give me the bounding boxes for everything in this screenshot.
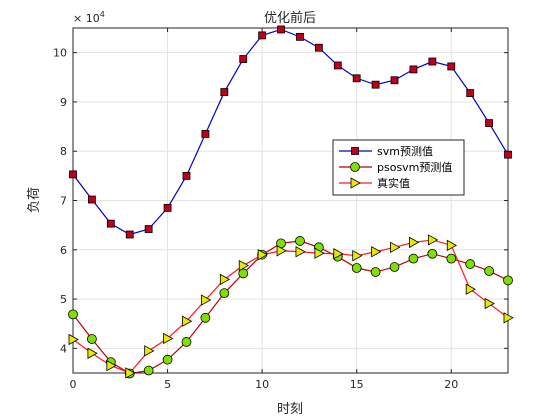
series-layer — [68, 25, 514, 379]
data-point-real — [484, 297, 495, 310]
data-point-real — [465, 283, 476, 295]
legend: svm预测值 psosvm预测值 真实值 — [332, 139, 465, 196]
data-point-svm — [258, 31, 267, 40]
legend-marker-psosvm — [350, 162, 360, 172]
data-point-psosvm — [370, 267, 381, 277]
y-tick-label: 4 — [60, 342, 67, 355]
data-point-psosvm — [427, 248, 438, 259]
data-point-psosvm — [484, 266, 494, 276]
data-point-real — [68, 333, 79, 346]
data-point-real — [219, 273, 231, 286]
data-point-svm — [239, 55, 248, 63]
data-point-psosvm — [446, 253, 457, 264]
legend-label-real: 真实值 — [377, 176, 410, 190]
data-point-svm — [485, 119, 493, 128]
data-point-svm — [333, 61, 342, 70]
y-axis-label: 负荷 — [27, 187, 42, 213]
data-point-psosvm — [143, 365, 154, 376]
data-point-svm — [447, 62, 456, 71]
data-point-real — [503, 312, 514, 324]
data-point-svm — [106, 219, 115, 228]
x-tick-label: 0 — [70, 378, 77, 391]
y-tick-label: 9 — [60, 96, 67, 109]
data-point-svm — [144, 225, 153, 233]
data-point-real — [295, 246, 306, 258]
data-point-real — [352, 250, 363, 262]
data-point-svm — [201, 130, 210, 138]
data-point-svm — [409, 65, 418, 74]
data-point-psosvm — [465, 259, 476, 269]
data-point-psosvm — [408, 253, 419, 264]
data-point-real — [200, 294, 212, 306]
data-point-svm — [220, 88, 229, 96]
legend-marker-svm — [351, 147, 359, 155]
data-point-svm — [352, 74, 361, 83]
data-point-psosvm — [238, 268, 249, 279]
legend-marker-real — [350, 177, 361, 189]
data-point-psosvm — [219, 288, 230, 299]
data-point-real — [333, 248, 344, 260]
x-tick-label: 15 — [350, 378, 364, 391]
legend-label-svm: svm预测值 — [377, 145, 433, 158]
data-point-real — [87, 347, 98, 359]
x-tick-label: 5 — [164, 378, 171, 391]
data-point-svm — [504, 150, 512, 159]
data-point-real — [125, 367, 136, 379]
tick-label-layer: 0 5 10 15 20 4 5 6 7 8 9 10 — [53, 47, 458, 391]
data-point-real — [446, 239, 458, 252]
data-point-psosvm — [87, 334, 97, 344]
data-point-real — [371, 246, 382, 258]
data-point-svm — [182, 171, 191, 180]
y-axis-exponent: × 104 — [73, 10, 105, 25]
data-point-psosvm — [389, 262, 400, 272]
data-point-svm — [69, 170, 77, 179]
data-point-real — [163, 332, 174, 345]
data-point-real — [238, 259, 250, 272]
data-point-svm — [88, 195, 96, 204]
data-point-real — [409, 236, 420, 249]
data-point-psosvm — [181, 337, 192, 347]
data-point-psosvm — [503, 275, 513, 286]
data-point-real — [427, 234, 439, 246]
y-tick-label: 5 — [60, 293, 67, 306]
data-point-real — [257, 249, 268, 261]
y-tick-label: 7 — [60, 195, 67, 208]
data-point-svm — [277, 25, 285, 34]
data-point-svm — [428, 57, 437, 66]
data-point-real — [390, 241, 401, 254]
data-point-real — [106, 359, 117, 372]
data-point-real — [314, 247, 325, 259]
data-point-psosvm — [200, 312, 211, 323]
data-point-psosvm — [162, 354, 173, 365]
x-axis-label: 时刻 — [277, 402, 303, 417]
data-point-svm — [125, 230, 134, 239]
data-point-real — [144, 345, 155, 357]
data-point-svm — [296, 32, 304, 41]
data-point-svm — [466, 89, 475, 97]
y-tick-label: 8 — [60, 145, 67, 158]
chart-title: 优化前后 — [264, 10, 316, 26]
data-point-real — [182, 315, 193, 327]
data-point-psosvm — [351, 263, 362, 273]
data-point-svm — [314, 43, 323, 52]
x-tick-label: 10 — [255, 378, 269, 391]
data-point-svm — [371, 80, 380, 89]
legend-label-psosvm: psosvm预测值 — [377, 161, 452, 174]
data-point-svm — [163, 203, 172, 212]
data-point-psosvm — [295, 236, 305, 246]
data-point-psosvm — [68, 309, 78, 320]
x-tick-label: 20 — [444, 378, 458, 391]
y-tick-label: 6 — [60, 244, 67, 257]
data-point-svm — [390, 76, 399, 85]
data-point-real — [276, 245, 287, 257]
y-tick-label: 10 — [53, 47, 67, 60]
